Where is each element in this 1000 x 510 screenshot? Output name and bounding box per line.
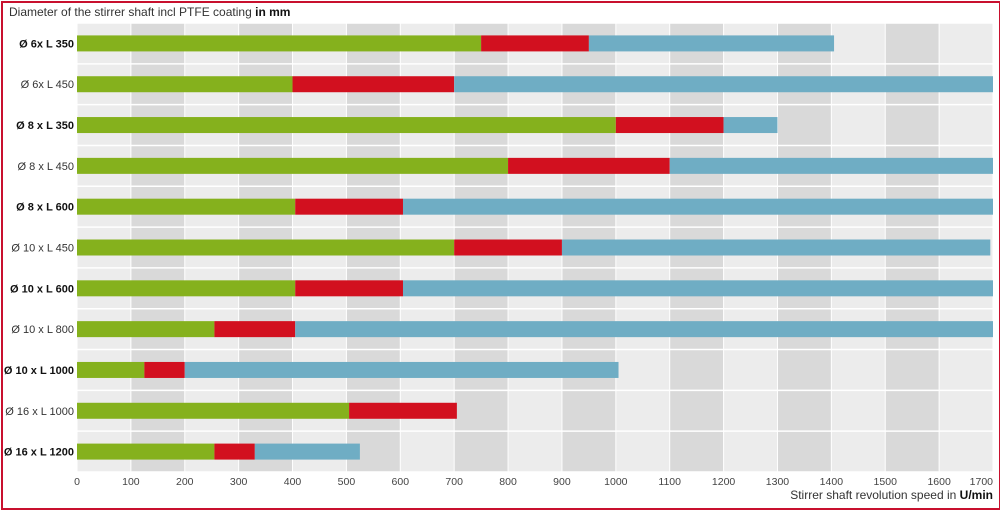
bar-segment-1 [77, 443, 215, 460]
category-label: Ø 16 x L 1200 [4, 447, 74, 459]
bar-segment-1 [77, 402, 350, 419]
bar-segment-1 [77, 280, 296, 297]
bar-segment-1 [77, 76, 293, 93]
bar-chart: Ø 6x L 350 Ø 6x L 450 Ø 8 x L 350 Ø 8 x L 4… [4, 5, 994, 502]
x-axis-label: Stirrer shaft revolution speed in U/min [790, 488, 993, 502]
x-tick-label: 500 [338, 476, 356, 488]
x-tick-label: 200 [176, 476, 194, 488]
x-tick-labels: 0 100 200 300 400 500 600 700 800 900 1000 1100 1200… [74, 476, 993, 488]
bar-segment-3 [723, 117, 778, 134]
bar-segment-2 [214, 321, 296, 338]
chart-title: Diameter of the stirrer shaft incl PTFE … [9, 5, 290, 19]
x-tick-label: 100 [122, 476, 140, 488]
bar-segment-2 [349, 402, 457, 419]
bar-segment-2 [454, 239, 562, 256]
x-tick-label: 1400 [820, 476, 844, 488]
x-tick-label: 1700 [970, 476, 994, 488]
category-label: Ø 16 x L 1000 [5, 406, 74, 418]
category-label: Ø 8 x L 600 [16, 202, 74, 214]
category-labels: Ø 6x L 350 Ø 6x L 450 Ø 8 x L 350 Ø 8 x L 4… [4, 38, 74, 458]
x-tick-label: 700 [445, 476, 463, 488]
bar-segment-1 [77, 117, 616, 134]
bar-segment-3 [561, 239, 991, 256]
bar-segment-2 [292, 76, 455, 93]
bar-segment-2 [295, 198, 403, 215]
bar-segment-1 [77, 361, 145, 378]
category-label: Ø 6x L 450 [21, 79, 74, 91]
bar-segment-1 [77, 198, 296, 215]
x-tick-label: 300 [230, 476, 248, 488]
bar-segment-3 [295, 321, 994, 338]
category-label: Ø 8 x L 450 [18, 161, 74, 173]
category-label: Ø 6x L 350 [19, 38, 74, 50]
x-tick-label: 1500 [874, 476, 898, 488]
bar-segment-2 [214, 443, 255, 460]
category-label: Ø 10 x L 800 [11, 324, 74, 336]
category-label: Ø 10 x L 450 [11, 243, 74, 255]
bar-segment-2 [295, 280, 403, 297]
x-tick-label: 0 [74, 476, 80, 488]
x-tick-label: 1100 [658, 476, 681, 488]
bar-segment-3 [254, 443, 360, 460]
x-tick-label: 1200 [712, 476, 736, 488]
category-label: Ø 10 x L 600 [10, 283, 74, 295]
bar-segment-1 [77, 239, 455, 256]
bar-segment-3 [454, 76, 993, 93]
bar-segment-3 [669, 157, 993, 174]
bar-segment-3 [402, 280, 993, 297]
category-label: Ø 8 x L 350 [16, 120, 74, 132]
bars [77, 35, 994, 460]
bar-segment-3 [402, 198, 993, 215]
bar-segment-3 [588, 35, 835, 52]
x-tick-label: 400 [284, 476, 302, 488]
bar-segment-2 [481, 35, 589, 52]
bar-segment-2 [615, 117, 724, 134]
x-tick-label: 600 [392, 476, 410, 488]
bar-segment-1 [77, 157, 509, 174]
category-label: Ø 10 x L 1000 [4, 365, 74, 377]
x-tick-label: 1000 [604, 476, 628, 488]
bar-segment-2 [144, 361, 185, 378]
x-tick-label: 1300 [766, 476, 790, 488]
bar-segment-3 [184, 361, 619, 378]
bar-segment-1 [77, 35, 482, 52]
x-tick-label: 900 [553, 476, 571, 488]
bar-segment-2 [508, 157, 670, 174]
bar-segment-1 [77, 321, 215, 338]
x-tick-label: 800 [499, 476, 517, 488]
x-tick-label: 1600 [927, 476, 951, 488]
